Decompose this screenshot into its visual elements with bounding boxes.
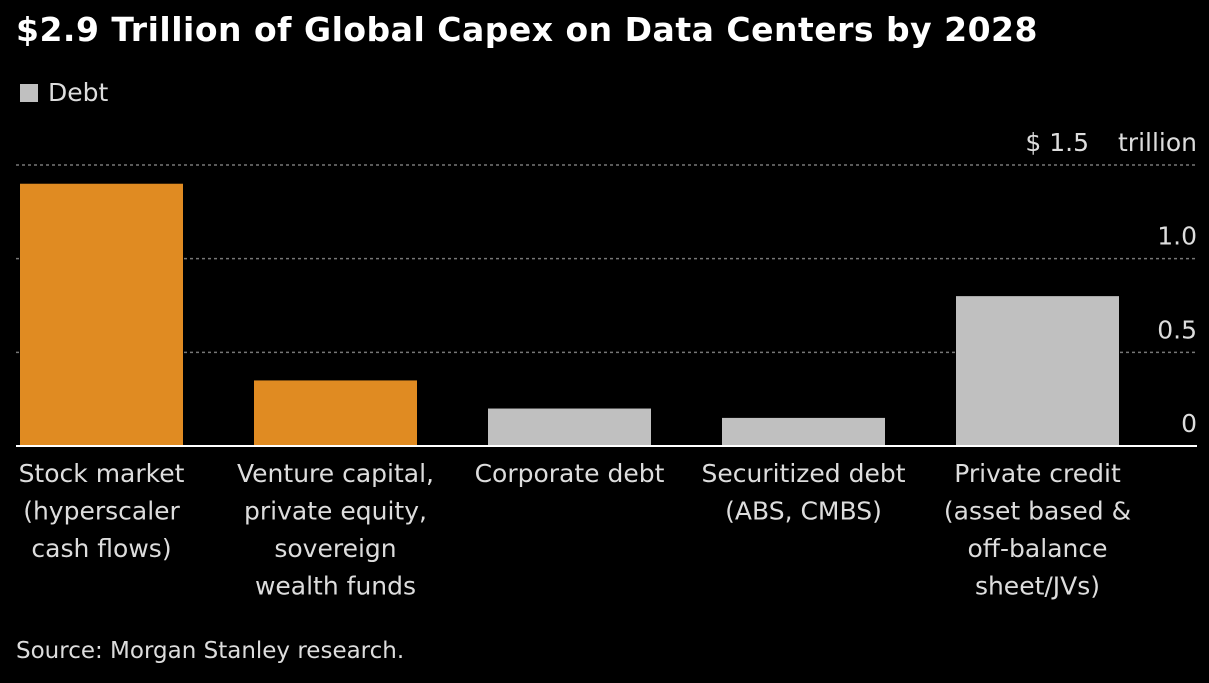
x-category-label: Corporate debt [475,459,665,488]
legend-label-debt: Debt [48,78,109,107]
y-unit-label: trillion [1118,128,1197,157]
x-category-label: cash flows) [31,534,171,563]
x-category-label: private equity, [244,497,427,526]
bar [956,296,1119,446]
legend-swatch-debt [20,83,38,102]
y-tick-label: 1.0 [1157,222,1197,251]
x-category-label: Stock market [19,459,185,488]
x-category-label: wealth funds [255,572,416,601]
x-category-label: Private credit [954,459,1121,488]
chart-title: $2.9 Trillion of Global Capex on Data Ce… [16,10,1038,49]
bar [254,380,417,446]
x-category-label: sovereign [274,534,396,563]
x-category-label: Securitized debt [701,459,905,488]
x-category-label: Venture capital, [237,459,434,488]
legend: Debt [20,78,108,107]
bar [722,417,885,446]
y-tick-label: 0.5 [1157,315,1197,344]
x-category-label: off-balance [968,534,1108,563]
x-category-label: (ABS, CMBS) [725,497,882,526]
x-category-label: (hyperscaler [23,497,180,526]
source-note: Source: Morgan Stanley research. [16,638,405,664]
bar [20,183,183,446]
bar [488,408,651,446]
x-category-label: sheet/JVs) [975,572,1100,601]
x-category-label: (asset based & [944,497,1131,526]
y-tick-label: $ 1.5 [1025,128,1089,157]
y-tick-label: 0 [1181,409,1197,438]
